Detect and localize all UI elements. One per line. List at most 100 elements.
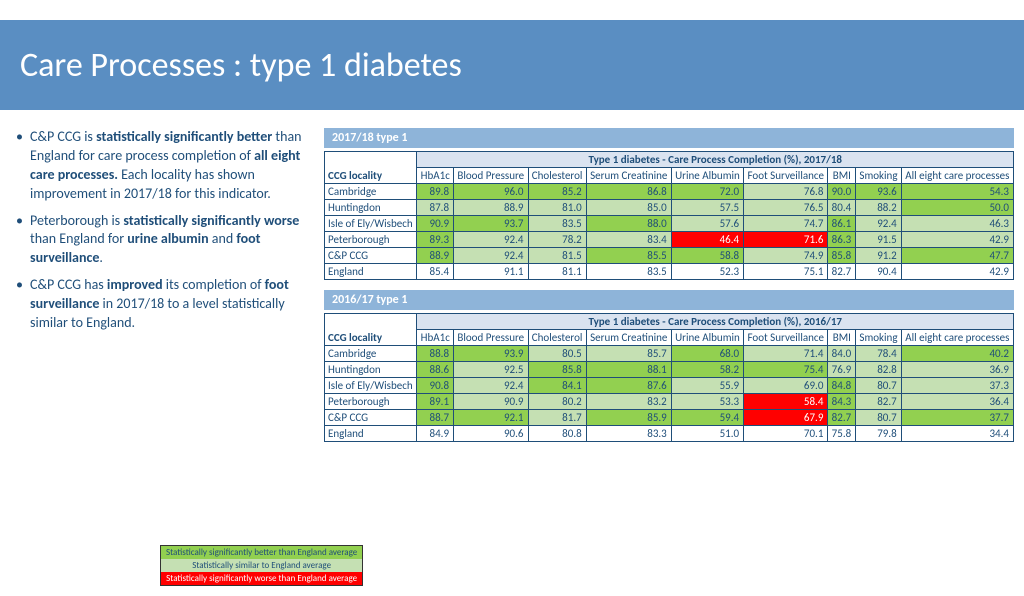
table-row: Huntingdon87.888.981.085.057.576.580.488… — [325, 200, 1014, 216]
value-cell: 36.9 — [901, 362, 1013, 378]
value-cell: 86.1 — [828, 216, 856, 232]
table-row: Huntingdon88.692.585.888.158.275.476.982… — [325, 362, 1014, 378]
value-cell: 92.4 — [454, 232, 528, 248]
table-spanner: Type 1 diabetes - Care Process Completio… — [417, 314, 1014, 330]
value-cell: 57.6 — [671, 216, 743, 232]
value-cell: 88.9 — [417, 248, 454, 264]
value-cell: 58.8 — [671, 248, 743, 264]
value-cell: 74.7 — [744, 216, 828, 232]
value-cell: 91.5 — [856, 232, 902, 248]
locality-cell: Peterborough — [325, 232, 417, 248]
value-cell: 42.9 — [901, 232, 1013, 248]
value-cell: 85.2 — [528, 184, 586, 200]
value-cell: 87.6 — [586, 378, 671, 394]
locality-cell: Huntingdon — [325, 200, 417, 216]
tables-panel: 2017/18 type 1CCG localityType 1 diabete… — [324, 128, 1014, 452]
value-cell: 86.3 — [828, 232, 856, 248]
locality-cell: Isle of Ely/Wisbech — [325, 378, 417, 394]
value-cell: 83.5 — [528, 216, 586, 232]
column-header: Blood Pressure — [454, 330, 528, 346]
value-cell: 54.3 — [901, 184, 1013, 200]
locality-cell: Isle of Ely/Wisbech — [325, 216, 417, 232]
content-area: C&P CCG is statistically significantly b… — [0, 110, 1024, 452]
legend: Statistically significantly better than … — [160, 545, 363, 586]
value-cell: 75.1 — [744, 264, 828, 280]
value-cell: 83.2 — [586, 394, 671, 410]
value-cell: 87.8 — [417, 200, 454, 216]
value-cell: 78.4 — [856, 346, 902, 362]
value-cell: 85.8 — [828, 248, 856, 264]
value-cell: 59.4 — [671, 410, 743, 426]
column-header: All eight care processes — [901, 168, 1013, 184]
locality-cell: C&P CCG — [325, 410, 417, 426]
bullet-item: C&P CCG has improved its completion of f… — [14, 276, 314, 333]
column-header: All eight care processes — [901, 330, 1013, 346]
value-cell: 53.3 — [671, 394, 743, 410]
value-cell: 80.4 — [828, 200, 856, 216]
locality-cell: C&P CCG — [325, 248, 417, 264]
column-header: Blood Pressure — [454, 168, 528, 184]
column-header: Urine Albumin — [671, 330, 743, 346]
care-process-table: CCG localityType 1 diabetes - Care Proce… — [324, 313, 1014, 442]
value-cell: 83.4 — [586, 232, 671, 248]
value-cell: 90.4 — [856, 264, 902, 280]
value-cell: 85.4 — [417, 264, 454, 280]
value-cell: 90.8 — [417, 378, 454, 394]
value-cell: 80.7 — [856, 378, 902, 394]
value-cell: 58.2 — [671, 362, 743, 378]
value-cell: 81.7 — [528, 410, 586, 426]
value-cell: 88.1 — [586, 362, 671, 378]
value-cell: 96.0 — [454, 184, 528, 200]
title-banner: Care Processes : type 1 diabetes — [0, 20, 1024, 110]
value-cell: 83.5 — [586, 264, 671, 280]
value-cell: 47.7 — [901, 248, 1013, 264]
value-cell: 57.5 — [671, 200, 743, 216]
value-cell: 93.7 — [454, 216, 528, 232]
column-header: Foot Surveillance — [744, 330, 828, 346]
value-cell: 71.6 — [744, 232, 828, 248]
value-cell: 80.5 — [528, 346, 586, 362]
value-cell: 85.5 — [586, 248, 671, 264]
value-cell: 50.0 — [901, 200, 1013, 216]
page-title: Care Processes : type 1 diabetes — [20, 45, 462, 86]
value-cell: 85.7 — [586, 346, 671, 362]
value-cell: 88.2 — [856, 200, 902, 216]
value-cell: 84.3 — [828, 394, 856, 410]
year-tab: 2017/18 type 1 — [324, 128, 1014, 148]
value-cell: 84.9 — [417, 426, 454, 442]
column-header: HbA1c — [417, 168, 454, 184]
value-cell: 71.4 — [744, 346, 828, 362]
column-header: Smoking — [856, 330, 902, 346]
value-cell: 90.9 — [417, 216, 454, 232]
value-cell: 68.0 — [671, 346, 743, 362]
value-cell: 81.0 — [528, 200, 586, 216]
column-header: Smoking — [856, 168, 902, 184]
locality-cell: Huntingdon — [325, 362, 417, 378]
table-row: C&P CCG88.792.181.785.959.467.982.780.73… — [325, 410, 1014, 426]
bullet-item: Peterborough is statistically significan… — [14, 212, 314, 269]
value-cell: 67.9 — [744, 410, 828, 426]
value-cell: 80.7 — [856, 410, 902, 426]
value-cell: 70.1 — [744, 426, 828, 442]
column-header: Cholesterol — [528, 168, 586, 184]
value-cell: 52.3 — [671, 264, 743, 280]
care-process-table: CCG localityType 1 diabetes - Care Proce… — [324, 151, 1014, 280]
year-tab: 2016/17 type 1 — [324, 290, 1014, 310]
column-header: Serum Creatinine — [586, 168, 671, 184]
value-cell: 91.2 — [856, 248, 902, 264]
value-cell: 34.4 — [901, 426, 1013, 442]
value-cell: 83.3 — [586, 426, 671, 442]
locality-header: CCG locality — [325, 152, 417, 184]
value-cell: 75.8 — [828, 426, 856, 442]
value-cell: 76.8 — [744, 184, 828, 200]
value-cell: 88.7 — [417, 410, 454, 426]
table-row: England84.990.680.883.351.070.175.879.83… — [325, 426, 1014, 442]
value-cell: 75.4 — [744, 362, 828, 378]
value-cell: 80.2 — [528, 394, 586, 410]
table-spanner: Type 1 diabetes - Care Process Completio… — [417, 152, 1014, 168]
table-row: Isle of Ely/Wisbech90.892.484.187.655.96… — [325, 378, 1014, 394]
legend-row: Statistically significantly worse than E… — [161, 572, 362, 585]
table-row: Peterborough89.190.980.283.253.358.484.3… — [325, 394, 1014, 410]
column-header: Cholesterol — [528, 330, 586, 346]
value-cell: 88.8 — [417, 346, 454, 362]
